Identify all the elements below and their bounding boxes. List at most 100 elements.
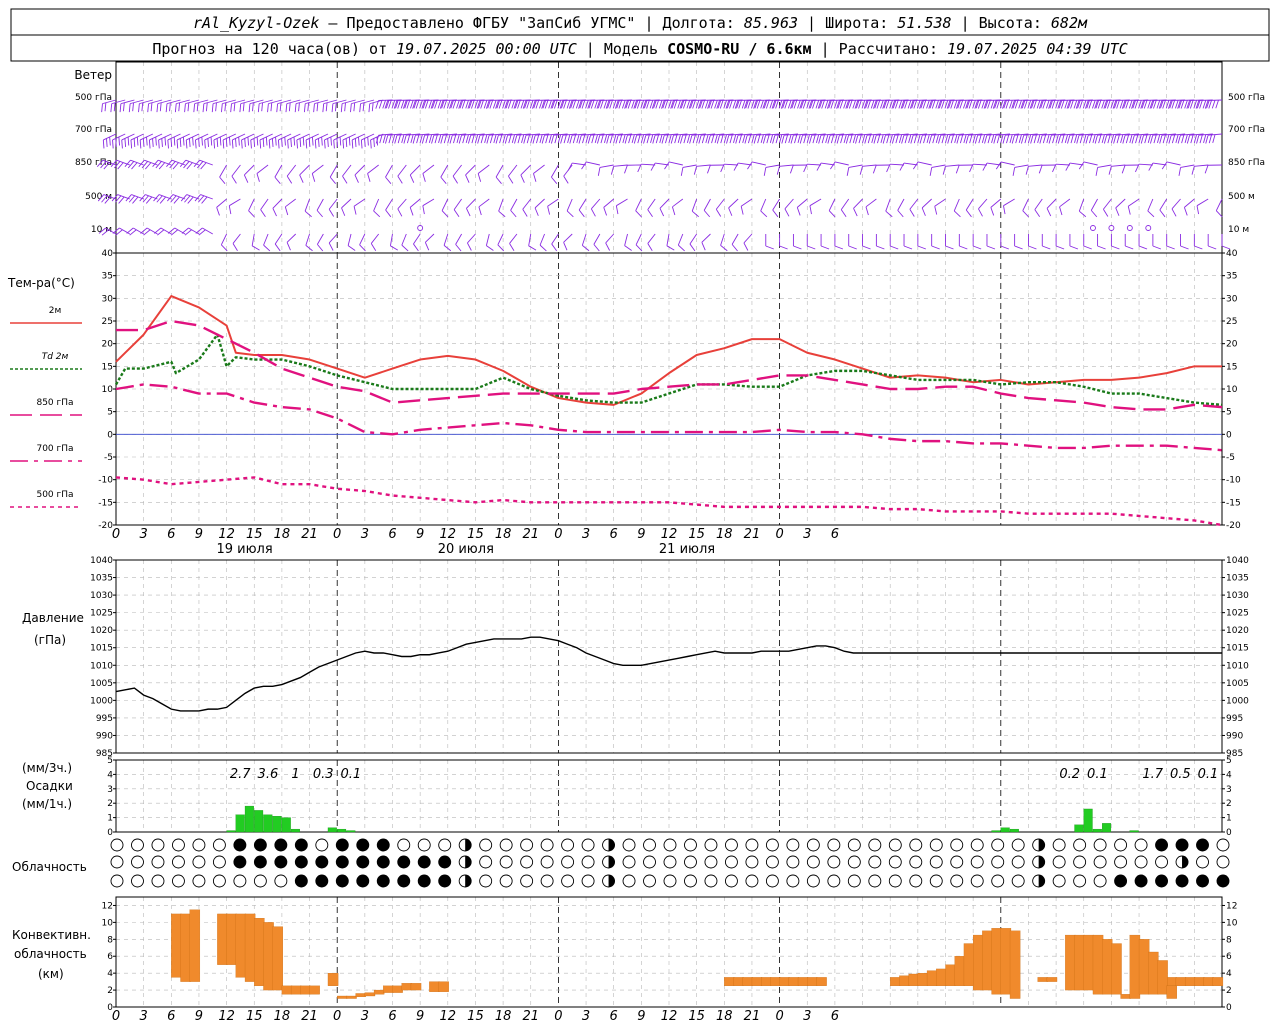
wind-barb-feather xyxy=(255,174,262,182)
wind-barb-feather xyxy=(211,140,217,149)
wind-barb xyxy=(720,234,732,251)
ytick-left-press: 1025 xyxy=(90,609,113,619)
wind-barb-shaft xyxy=(1015,165,1029,167)
precip-total-label: 0.1 xyxy=(341,767,362,782)
wind-barb-shaft xyxy=(672,199,682,207)
conv-bar xyxy=(346,996,356,999)
wind-barb-feather xyxy=(358,245,367,251)
wind-barb-feather xyxy=(103,103,108,112)
wind-barb-feather xyxy=(821,246,829,249)
wind-barb-feather xyxy=(408,175,416,183)
cloud-symbol-fill xyxy=(377,875,389,887)
wind-barb-feather xyxy=(1194,206,1201,214)
wind-barb-feather xyxy=(729,135,733,143)
wind-barb xyxy=(703,199,718,217)
cloud-symbol-outline xyxy=(684,856,696,868)
wind-barb-feather xyxy=(1181,135,1185,143)
wind-barb-feather xyxy=(932,246,940,249)
wind-barb xyxy=(1153,234,1161,249)
wind-barb-feather xyxy=(997,135,1001,143)
wind-barb-feather xyxy=(562,176,570,183)
wind-barb-shaft xyxy=(625,234,628,246)
wind-barb-shaft xyxy=(508,165,517,176)
wind-barb-feather xyxy=(946,246,954,249)
wind-barb xyxy=(691,199,704,217)
cloud-symbol-fill xyxy=(1176,839,1188,851)
wind-barb-feather xyxy=(183,104,188,113)
x-hour-label: 12 xyxy=(218,1009,235,1024)
wind-barb-feather xyxy=(1033,210,1041,217)
wind-barb-feather xyxy=(536,135,540,143)
wind-barb xyxy=(677,234,690,251)
wind-barb-shaft xyxy=(354,199,365,206)
cloud-symbol-outline xyxy=(930,839,942,851)
x-hour-label: 0 xyxy=(112,527,120,542)
wind-barb-feather xyxy=(158,103,163,112)
wind-barb-feather xyxy=(230,176,238,183)
wind-barb-feather xyxy=(1090,210,1098,217)
ytick-right-press: 1035 xyxy=(1226,574,1249,584)
wind-level-right: 700 гПа xyxy=(1228,125,1265,135)
wind-barb-shaft xyxy=(564,234,573,242)
wind-barb-shaft xyxy=(343,165,352,176)
ytick-right-conv: 12 xyxy=(1226,901,1237,911)
wind-barb xyxy=(953,199,967,217)
precip-bar xyxy=(337,829,346,832)
wind-barb-feather xyxy=(528,246,536,250)
wind-barb xyxy=(194,159,213,172)
wind-barb-shaft xyxy=(945,165,959,166)
cloud-symbol-fill xyxy=(418,856,430,868)
cloud-symbol-outline xyxy=(664,875,676,887)
wind-barb xyxy=(486,234,497,250)
wind-barb-feather xyxy=(275,104,280,113)
cloud-symbol-outline xyxy=(930,856,942,868)
conv-bar xyxy=(337,996,347,999)
wind-barb-shaft xyxy=(413,234,420,244)
wind-barb-feather xyxy=(420,206,427,214)
wind-barb xyxy=(451,165,468,183)
wind-barb-feather xyxy=(807,206,814,214)
wind-barb-feather xyxy=(739,135,743,143)
wind-barb-feather xyxy=(462,135,466,143)
x-hour-label: 12 xyxy=(661,1009,678,1024)
cloud-symbol-outline xyxy=(746,856,758,868)
wind-barb-shaft xyxy=(600,165,614,167)
conv-bar xyxy=(1065,935,1075,990)
wind-barb xyxy=(876,234,884,249)
wind-barb xyxy=(742,234,758,251)
wind-barb-shaft xyxy=(810,199,821,206)
pressure-unit: (гПа) xyxy=(34,633,66,647)
wind-barb-feather xyxy=(306,103,311,112)
wind-barb xyxy=(166,159,185,172)
wind-barb-feather xyxy=(219,104,224,113)
wind-barb xyxy=(1194,234,1202,249)
conv-bar xyxy=(899,976,909,986)
wind-barb-feather xyxy=(766,135,770,143)
ytick-right-conv: 0 xyxy=(1226,1003,1232,1013)
cloud-symbol-fill xyxy=(254,839,266,851)
cloud-symbol-outline xyxy=(684,875,696,887)
x-hour-label: 0 xyxy=(554,527,562,542)
wind-barb xyxy=(561,234,577,250)
wind-barb xyxy=(582,161,600,172)
ytick-left-conv: 10 xyxy=(102,918,114,928)
precip-total-label: 0.1 xyxy=(1087,767,1108,782)
wind-barb xyxy=(521,199,537,217)
wind-barb-feather xyxy=(864,207,871,215)
wind-barb-feather xyxy=(748,135,752,143)
x-hour-label: 3 xyxy=(582,1009,590,1024)
wind-barb-shaft xyxy=(287,234,296,242)
wind-barb-feather xyxy=(220,140,226,149)
wind-barb-feather xyxy=(688,244,696,251)
precip-bar xyxy=(992,831,1001,832)
wind-level-left: 700 гПа xyxy=(75,125,112,135)
ytick-left-temp: -15 xyxy=(98,498,113,508)
wind-barb xyxy=(265,100,283,112)
wind-barb-feather xyxy=(877,135,881,143)
wind-barb-shaft xyxy=(692,199,696,211)
wind-barb xyxy=(1205,165,1222,173)
wind-barb-feather xyxy=(507,176,515,183)
wind-barb xyxy=(734,163,752,173)
wind-barb-feather xyxy=(434,135,438,143)
